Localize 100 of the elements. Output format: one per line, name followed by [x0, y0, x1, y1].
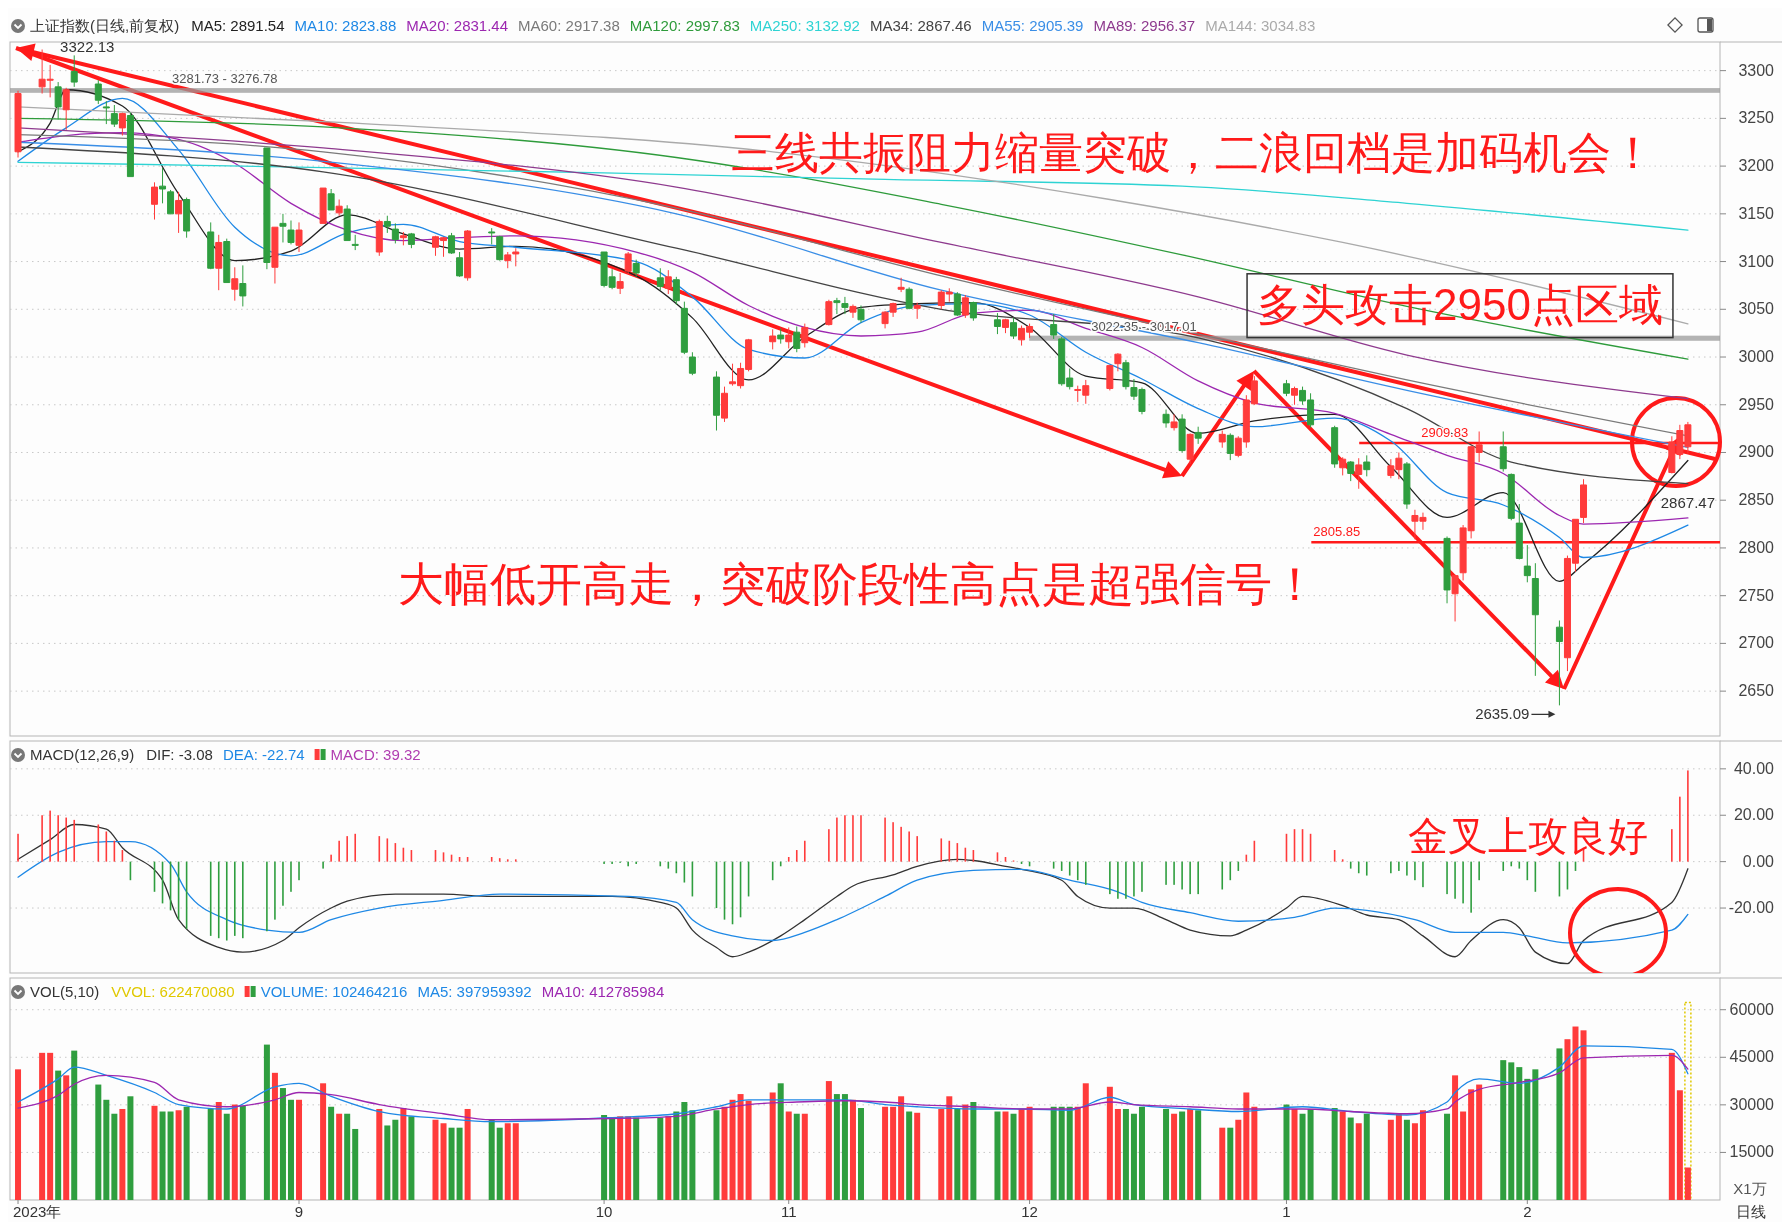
candlestick	[351, 234, 359, 251]
bar	[745, 1100, 752, 1200]
bar	[440, 1123, 447, 1200]
bar	[713, 1110, 720, 1200]
candlestick	[825, 299, 833, 327]
y-tick-label: 2700	[1738, 634, 1775, 652]
bar	[39, 1052, 46, 1200]
bar	[392, 1119, 399, 1200]
text: MA34: 2867.46	[869, 17, 972, 34]
candlestick	[151, 181, 159, 221]
bar	[1243, 1092, 1250, 1200]
y-tick-label: 30000	[1729, 1095, 1775, 1113]
bar	[1106, 1086, 1113, 1200]
bar	[1564, 1039, 1571, 1200]
bar	[512, 1123, 519, 1200]
x-tick-label: 2023年	[13, 1203, 62, 1220]
bar	[1444, 1113, 1451, 1200]
candlestick	[913, 302, 921, 320]
bar	[15, 1069, 22, 1200]
bar	[1122, 1108, 1129, 1200]
candlestick	[207, 221, 215, 270]
bar	[352, 1128, 359, 1200]
bar	[231, 1104, 238, 1200]
candlestick	[14, 90, 22, 159]
bar	[1187, 1108, 1194, 1200]
bar	[609, 1117, 616, 1200]
bar	[938, 1108, 945, 1200]
bar	[167, 1111, 174, 1200]
candlestick	[375, 219, 383, 257]
y-tick-label: 15000	[1729, 1143, 1775, 1161]
candlestick	[1347, 460, 1355, 482]
text: MA55: 2905.39	[981, 17, 1084, 34]
candlestick	[833, 297, 841, 315]
text: DIF: -3.08	[146, 746, 213, 763]
y-tick-label: 2900	[1738, 443, 1775, 461]
bar	[601, 1115, 608, 1200]
bar	[825, 1081, 832, 1200]
bar	[103, 1099, 110, 1200]
bar	[1476, 1084, 1483, 1200]
bar	[1163, 1108, 1170, 1200]
bar	[1468, 1089, 1475, 1200]
candlestick	[391, 222, 399, 244]
bar	[1500, 1060, 1507, 1200]
bar	[689, 1110, 696, 1200]
annotation: 金叉上攻良好	[1408, 814, 1648, 858]
annotation: 3322.13	[60, 37, 115, 55]
text: MA89: 2956.37	[1093, 17, 1196, 34]
annotation: 三线共振阻力缩量突破，二浪回档是加码机会！	[731, 128, 1655, 177]
x-axis-title: 日线	[1736, 1203, 1766, 1220]
candlestick	[215, 234, 223, 291]
candlestick	[1218, 430, 1226, 449]
candlestick	[407, 232, 415, 249]
bar	[55, 1070, 62, 1200]
bar	[320, 1083, 327, 1200]
text: DEA: -22.74	[222, 746, 305, 763]
candlestick	[263, 147, 271, 270]
bar	[328, 1106, 335, 1200]
y-tick-label: 45000	[1729, 1048, 1775, 1066]
bar	[1283, 1104, 1290, 1200]
bar	[1684, 1001, 1692, 1200]
text: MA5: 397959392	[417, 983, 532, 1000]
bar	[769, 1092, 776, 1200]
bar	[207, 1108, 214, 1200]
candlestick	[664, 269, 672, 295]
bar	[1684, 1167, 1691, 1200]
bar	[1291, 1108, 1298, 1200]
candlestick	[841, 296, 849, 315]
text: MA60: 2917.38	[518, 17, 620, 34]
candlestick	[777, 327, 785, 345]
candlestick	[785, 326, 793, 349]
bar	[1572, 1026, 1579, 1200]
candlestick	[688, 351, 696, 376]
candlestick	[1001, 318, 1009, 334]
bar	[1130, 1113, 1137, 1200]
candlestick	[1050, 313, 1058, 340]
candlestick	[287, 220, 295, 245]
bar	[1676, 1090, 1683, 1200]
candlestick	[1531, 562, 1539, 677]
bar	[119, 1108, 126, 1200]
candlestick	[62, 87, 70, 131]
candlestick	[1106, 364, 1114, 391]
bar	[151, 1105, 158, 1200]
x-tick-label: 12	[1021, 1203, 1038, 1220]
candlestick	[488, 227, 496, 245]
bar	[1050, 1106, 1057, 1200]
bar	[111, 1113, 118, 1200]
bar	[1058, 1106, 1065, 1200]
bar	[1299, 1113, 1306, 1200]
bar	[882, 1106, 889, 1200]
y-axis-title: X1万	[1733, 1180, 1767, 1197]
candlestick	[1403, 461, 1411, 510]
bar	[271, 1072, 278, 1200]
bar	[263, 1044, 270, 1200]
y-tick-label: 3050	[1738, 300, 1775, 318]
candlestick	[319, 187, 327, 224]
bar	[215, 1102, 222, 1200]
text: MA250: 3132.92	[749, 17, 860, 34]
bar	[1010, 1113, 1017, 1200]
bar	[175, 1110, 182, 1200]
candlestick	[496, 235, 504, 262]
